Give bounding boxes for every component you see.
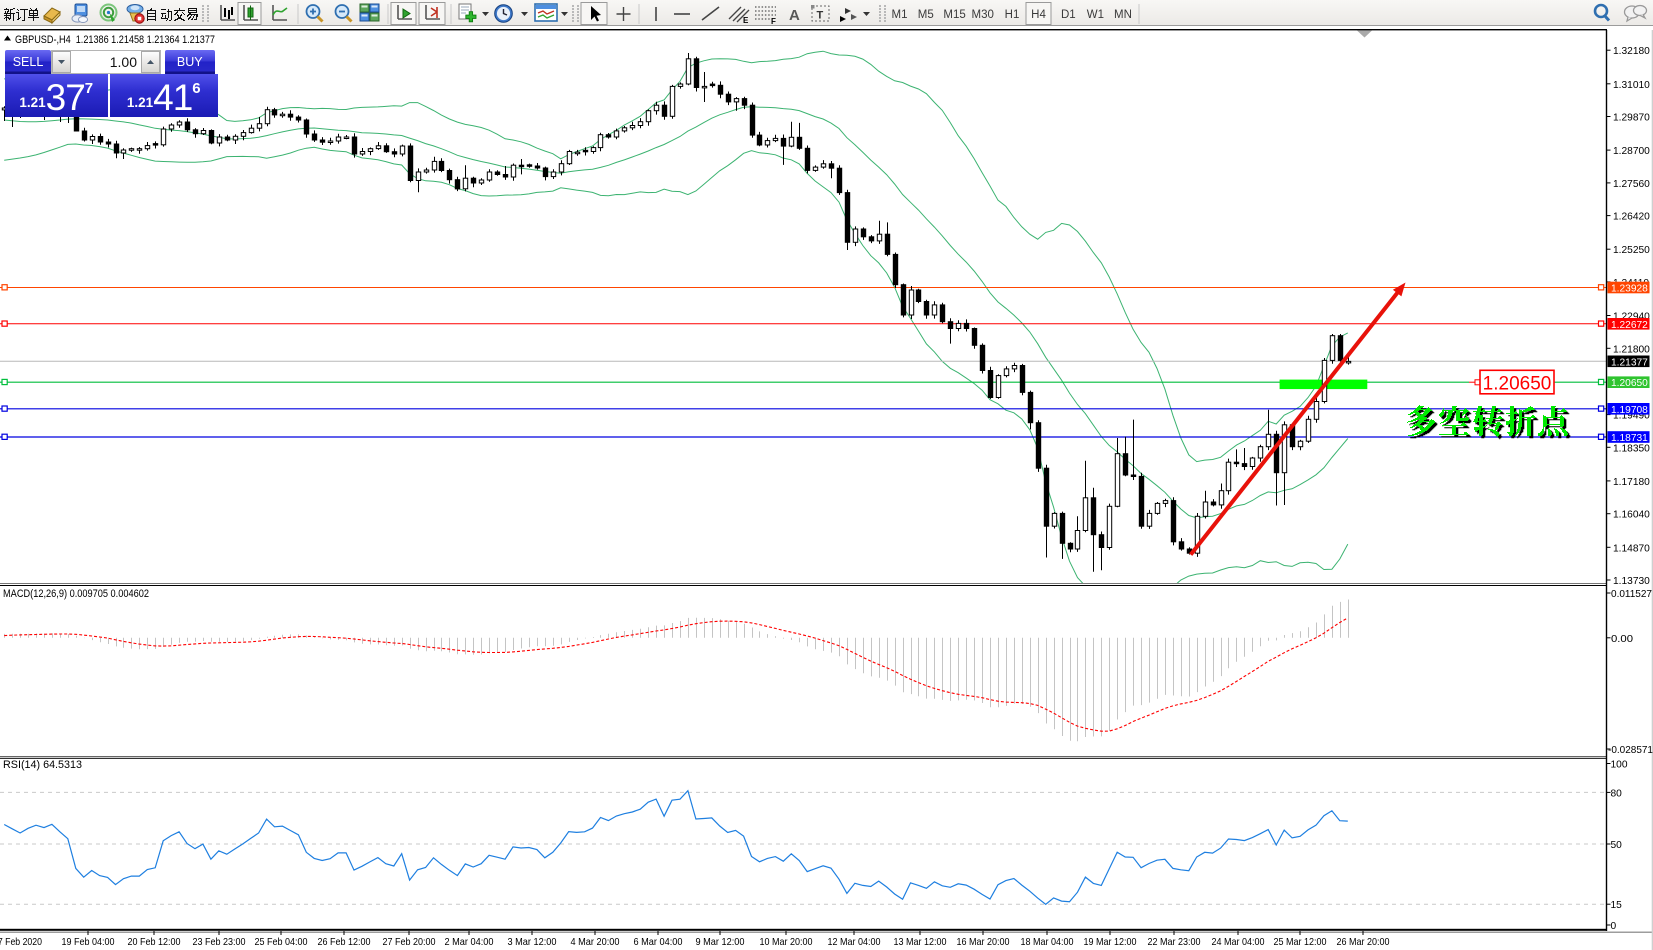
svg-text:MN: MN — [1114, 9, 1132, 21]
svg-text:25 Mar 12:00: 25 Mar 12:00 — [1274, 937, 1327, 948]
svg-text:19 Mar 12:00: 19 Mar 12:00 — [1084, 937, 1137, 948]
svg-text:T: T — [817, 10, 824, 22]
svg-text:1.17180: 1.17180 — [1613, 477, 1650, 488]
svg-text:M30: M30 — [972, 9, 994, 21]
svg-text:0.00: 0.00 — [1611, 634, 1633, 645]
svg-text:0: 0 — [1611, 921, 1617, 932]
svg-text:GBPUSD-,H4 1.21386 1.21458 1.: GBPUSD-,H4 1.21386 1.21458 1.21364 1.213… — [15, 34, 215, 46]
svg-text:M15: M15 — [943, 9, 965, 21]
svg-text:80: 80 — [1611, 788, 1623, 799]
svg-text:W1: W1 — [1087, 9, 1104, 21]
svg-text:1.19708: 1.19708 — [1611, 405, 1648, 416]
svg-text:12 Mar 04:00: 12 Mar 04:00 — [828, 937, 881, 948]
svg-text:100: 100 — [1611, 760, 1628, 771]
svg-text:1.16040: 1.16040 — [1613, 510, 1650, 521]
svg-text:-0.028571: -0.028571 — [1608, 745, 1653, 756]
svg-text:1.23928: 1.23928 — [1611, 284, 1648, 295]
svg-text:17 Feb 2020: 17 Feb 2020 — [0, 937, 42, 948]
svg-text:2 Mar 04:00: 2 Mar 04:00 — [445, 937, 494, 948]
svg-text:RSI(14) 64.5313: RSI(14) 64.5313 — [3, 759, 82, 771]
svg-text:F: F — [771, 17, 776, 26]
svg-text:1.20650: 1.20650 — [1483, 374, 1552, 395]
svg-text:24 Mar 04:00: 24 Mar 04:00 — [1212, 937, 1265, 948]
svg-text:1.31010: 1.31010 — [1613, 80, 1650, 91]
svg-text:23 Feb 23:00: 23 Feb 23:00 — [193, 937, 246, 948]
svg-text:1.26420: 1.26420 — [1613, 212, 1650, 223]
svg-text:3 Mar 12:00: 3 Mar 12:00 — [508, 937, 557, 948]
svg-text:4 Mar 20:00: 4 Mar 20:00 — [571, 937, 620, 948]
svg-text:1.32180: 1.32180 — [1613, 46, 1650, 57]
svg-text:15: 15 — [1611, 900, 1623, 911]
svg-text:1.22672: 1.22672 — [1611, 320, 1648, 331]
svg-text:1.20650: 1.20650 — [1611, 378, 1648, 389]
svg-text:D1: D1 — [1061, 9, 1076, 21]
svg-text:H1: H1 — [1005, 9, 1020, 21]
svg-text:0.011527: 0.011527 — [1611, 589, 1652, 600]
svg-text:25 Feb 04:00: 25 Feb 04:00 — [255, 937, 308, 948]
svg-text:20 Feb 12:00: 20 Feb 12:00 — [128, 937, 181, 948]
svg-text:26 Feb 12:00: 26 Feb 12:00 — [318, 937, 371, 948]
svg-text:E: E — [743, 16, 749, 25]
svg-text:16 Mar 20:00: 16 Mar 20:00 — [957, 937, 1010, 948]
svg-text:1.27560: 1.27560 — [1613, 179, 1650, 190]
svg-text:1.18350: 1.18350 — [1613, 443, 1650, 454]
svg-text:1.28700: 1.28700 — [1613, 146, 1650, 157]
svg-text:1.21800: 1.21800 — [1613, 344, 1650, 355]
svg-text:1.29870: 1.29870 — [1613, 113, 1650, 124]
svg-text:1.14870: 1.14870 — [1613, 543, 1650, 554]
svg-text:18 Mar 04:00: 18 Mar 04:00 — [1021, 937, 1074, 948]
svg-text:1.22940: 1.22940 — [1613, 312, 1650, 323]
svg-text:1.21377: 1.21377 — [1611, 357, 1648, 368]
svg-text:26 Mar 20:00: 26 Mar 20:00 — [1337, 937, 1390, 948]
svg-text:A: A — [789, 7, 800, 24]
svg-text:1.13730: 1.13730 — [1613, 576, 1650, 587]
svg-text:H4: H4 — [1031, 9, 1046, 21]
svg-text:M1: M1 — [892, 9, 908, 21]
svg-text:22 Mar 23:00: 22 Mar 23:00 — [1148, 937, 1201, 948]
svg-text:1.25250: 1.25250 — [1613, 245, 1650, 256]
svg-text:1.19490: 1.19490 — [1613, 411, 1650, 422]
svg-text:1.18731: 1.18731 — [1611, 433, 1648, 444]
svg-text:13 Mar 12:00: 13 Mar 12:00 — [894, 937, 947, 948]
svg-text:M5: M5 — [918, 9, 934, 21]
svg-text:27 Feb 20:00: 27 Feb 20:00 — [383, 937, 436, 948]
svg-text:19 Feb 04:00: 19 Feb 04:00 — [62, 937, 115, 948]
svg-text:6 Mar 04:00: 6 Mar 04:00 — [634, 937, 683, 948]
svg-text:10 Mar 20:00: 10 Mar 20:00 — [760, 937, 813, 948]
svg-text:MACD(12,26,9) 0.009705 0.00460: MACD(12,26,9) 0.009705 0.004602 — [3, 588, 149, 600]
svg-text:50: 50 — [1611, 840, 1623, 851]
svg-text:9 Mar 12:00: 9 Mar 12:00 — [696, 937, 745, 948]
